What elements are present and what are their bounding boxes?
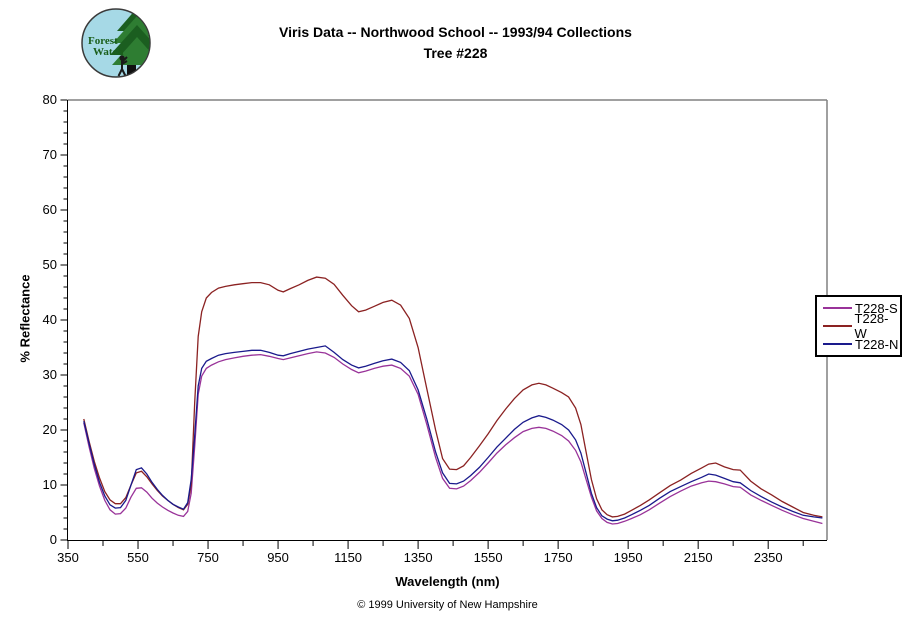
x-tick-label: 750 [197,550,219,565]
y-tick-label: 60 [43,202,57,217]
x-tick-label: 1350 [404,550,433,565]
x-axis-ticks: 350 550 750 950 1150 1350 1550 1750 1950 2150 2350 [57,541,804,565]
y-tick-label: 0 [50,532,57,547]
y-tick-label: 70 [43,147,57,162]
chart-subtitle: Tree #228 [423,45,488,61]
x-axis-title: Wavelength (nm) [395,574,500,589]
legend-label-s: T228-S [855,300,898,316]
y-tick-label: 40 [43,312,57,327]
x-tick-label: 1150 [334,550,362,565]
title-block: Viris Data -- Northwood School -- 1993/9… [0,22,911,64]
x-tick-label: 2150 [684,550,713,565]
legend-item-t228-n: T228-N [823,335,900,353]
y-tick-label: 30 [43,367,57,382]
y-tick-label: 10 [43,477,57,492]
series-line-t228-s [83,351,823,525]
y-tick-label: 20 [43,422,57,437]
legend-line-swatch-w [823,325,852,327]
legend-item-t228-w: T228-W [823,311,900,341]
series-lines [83,276,823,525]
x-tick-label: 1550 [474,550,503,565]
chart-legend: T228-S T228-W T228-N [815,295,902,357]
plot-frame [68,99,828,540]
x-tick-label: 350 [57,550,79,565]
x-tick-label: 550 [127,550,149,565]
legend-item-t228-s: T228-S [823,299,900,317]
logo-text-forest: Forest [88,35,118,47]
person-icon [117,55,128,77]
forest-watch-logo: Forest Watch [81,8,151,78]
x-tick-label: 1750 [544,550,573,565]
y-tick-label: 50 [43,257,57,272]
legend-line-swatch-n [823,343,852,345]
copyright-text: © 1999 University of New Hampshire [357,599,538,611]
legend-line-swatch-s [823,307,852,309]
legend-label-w: T228-W [854,311,889,341]
x-tick-label: 950 [267,550,289,565]
chart-title: Viris Data -- Northwood School -- 1993/9… [279,24,632,40]
legend-label-n: T228-N [855,336,899,352]
x-tick-label: 2350 [754,550,783,565]
y-axis-title: % Reflectance [17,274,33,363]
logo-text-watch: Watch [93,46,124,58]
y-axis-ticks: 0 10 20 30 40 50 60 70 80 [43,92,68,547]
y-tick-label: 80 [43,92,57,107]
x-tick-label: 1950 [614,550,643,565]
series-line-t228-n [83,345,823,522]
